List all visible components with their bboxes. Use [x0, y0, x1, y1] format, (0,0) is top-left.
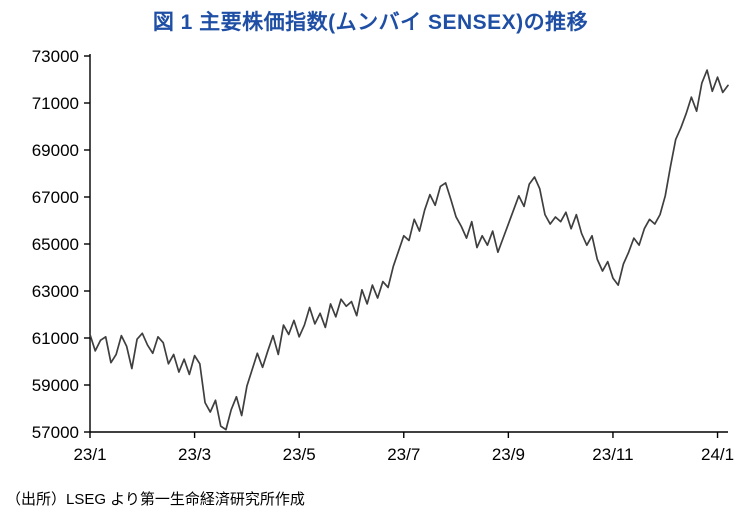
y-axis-label: 73000	[32, 47, 79, 66]
y-axis-label: 57000	[32, 423, 79, 442]
y-axis-label: 69000	[32, 141, 79, 160]
x-axis-label: 23/7	[387, 445, 420, 464]
y-axis-label: 59000	[32, 376, 79, 395]
x-axis-label: 23/1	[73, 445, 106, 464]
sensex-line-chart-svg: 57000 59000 61000 63000 65000 67000 69000 71000…	[32, 47, 734, 464]
x-axis-label: 24/1	[701, 445, 734, 464]
y-axis-label: 63000	[32, 282, 79, 301]
source-note: （出所）LSEG より第一生命経済研究所作成	[6, 491, 305, 508]
y-axis-label: 71000	[32, 94, 79, 113]
y-axis-label: 65000	[32, 235, 79, 254]
line-chart: 57000 59000 61000 63000 65000 67000 69000 71000…	[0, 40, 741, 470]
y-axis-label: 61000	[32, 329, 79, 348]
y-axis-label: 67000	[32, 188, 79, 207]
x-axis-label: 23/9	[492, 445, 525, 464]
sensex-series-line	[89, 69, 729, 431]
x-axis-label: 23/5	[283, 445, 316, 464]
chart-title: 図 1 主要株価指数(ムンバイ SENSEX)の推移	[152, 11, 589, 34]
x-axis-label: 23/11	[592, 445, 633, 464]
x-axis-label: 23/3	[178, 445, 211, 464]
